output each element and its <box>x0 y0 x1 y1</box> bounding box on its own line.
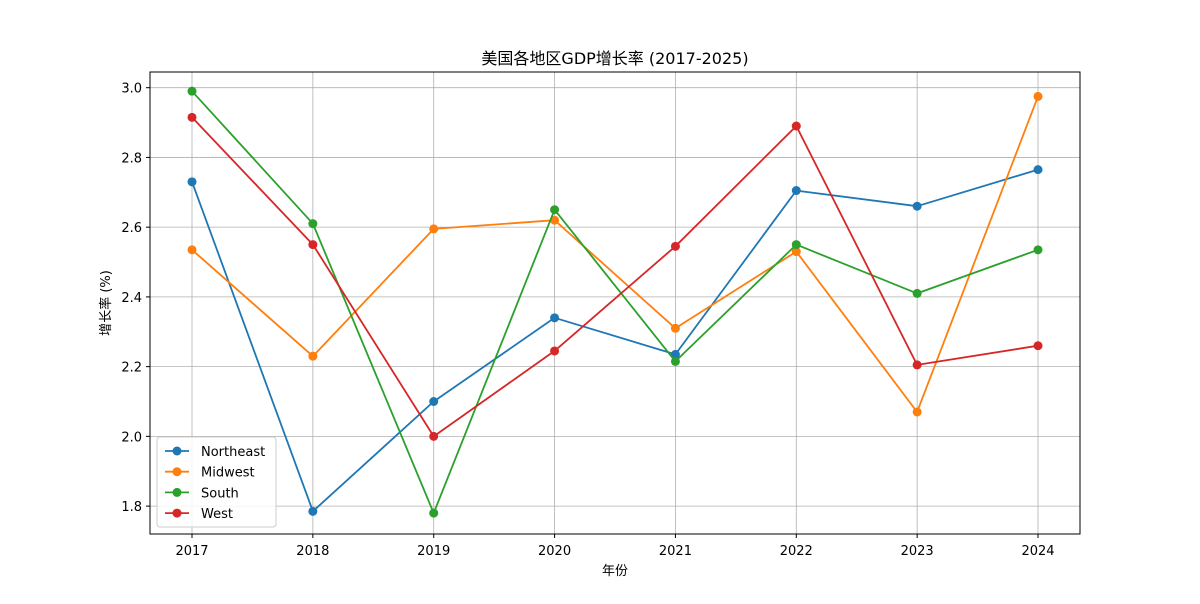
axis-ticks: 2017 2018 2019 2020 2021 2022 2023 2024 1.8 2.0 2.… <box>121 82 1054 559</box>
chart-title: 美国各地区GDP增长率 (2017-2025) <box>481 49 748 68</box>
data-point-west <box>550 346 560 356</box>
legend-marker-northeast <box>172 446 182 456</box>
y-tick-label: 2.2 <box>121 361 142 376</box>
y-tick-label: 3.0 <box>121 82 142 97</box>
data-point-midwest <box>912 407 922 417</box>
data-point-northeast <box>187 177 197 187</box>
data-point-northeast <box>308 506 318 516</box>
data-point-south <box>670 356 680 366</box>
data-point-west <box>912 360 922 370</box>
data-point-midwest <box>550 215 560 225</box>
legend-marker-west <box>172 508 182 518</box>
data-point-west <box>429 431 439 441</box>
data-point-midwest <box>429 224 439 234</box>
data-point-west <box>670 241 680 251</box>
legend-marker-midwest <box>172 467 182 477</box>
data-point-south <box>429 508 439 518</box>
legend-item-northeast: Northeast <box>165 445 265 460</box>
data-point-northeast <box>1033 165 1043 175</box>
y-tick-label: 2.4 <box>121 291 142 306</box>
x-tick-label: 2019 <box>417 544 450 559</box>
y-tick-label: 2.0 <box>121 430 142 445</box>
data-point-west <box>187 112 197 122</box>
legend-box <box>156 436 277 528</box>
series-south <box>187 86 1043 518</box>
y-tick-label: 1.8 <box>121 500 142 515</box>
series-lines <box>187 86 1043 518</box>
series-line-midwest <box>191 96 1039 413</box>
legend: Northeast Midwest South West <box>156 436 277 528</box>
legend-label-northeast: Northeast <box>201 445 265 460</box>
x-tick-label: 2023 <box>901 544 934 559</box>
series-line-northeast <box>191 168 1039 513</box>
data-point-south <box>187 86 197 96</box>
legend-item-south: South <box>165 486 239 501</box>
series-northeast <box>187 165 1043 516</box>
data-point-south <box>308 219 318 229</box>
y-tick-label: 2.6 <box>121 221 142 236</box>
legend-marker-south <box>172 487 182 497</box>
data-point-midwest <box>308 351 318 361</box>
legend-label-west: West <box>201 507 233 522</box>
legend-item-midwest: Midwest <box>165 466 255 481</box>
data-point-south <box>791 240 801 250</box>
data-point-west <box>1033 341 1043 351</box>
data-point-midwest <box>670 323 680 333</box>
data-point-midwest <box>1033 91 1043 101</box>
data-point-midwest <box>187 245 197 255</box>
data-point-northeast <box>791 186 801 196</box>
plot-frame <box>149 71 1081 535</box>
legend-label-south: South <box>201 486 239 501</box>
series-midwest <box>187 91 1043 417</box>
x-axis-label: 年份 <box>602 564 628 579</box>
grid-lines <box>150 72 1080 534</box>
data-point-south <box>912 288 922 298</box>
data-point-northeast <box>429 397 439 407</box>
x-tick-label: 2022 <box>780 544 813 559</box>
x-tick-label: 2018 <box>296 544 329 559</box>
data-point-south <box>550 205 560 215</box>
x-tick-label: 2024 <box>1021 544 1054 559</box>
y-axis-label: 增长率 (%) <box>98 270 114 336</box>
x-tick-label: 2020 <box>538 544 571 559</box>
data-point-northeast <box>912 201 922 211</box>
data-point-midwest <box>791 247 801 257</box>
data-point-northeast <box>550 313 560 323</box>
data-point-west <box>791 121 801 131</box>
y-tick-label: 2.8 <box>121 151 142 166</box>
data-point-south <box>1033 245 1043 255</box>
series-line-south <box>191 90 1039 514</box>
legend-label-midwest: Midwest <box>201 466 255 481</box>
x-tick-label: 2017 <box>175 544 208 559</box>
series-line-west <box>191 116 1039 438</box>
x-tick-label: 2021 <box>659 544 692 559</box>
series-west <box>187 112 1043 441</box>
legend-item-west: West <box>165 507 233 522</box>
data-point-west <box>308 240 318 250</box>
data-point-northeast <box>670 349 680 359</box>
